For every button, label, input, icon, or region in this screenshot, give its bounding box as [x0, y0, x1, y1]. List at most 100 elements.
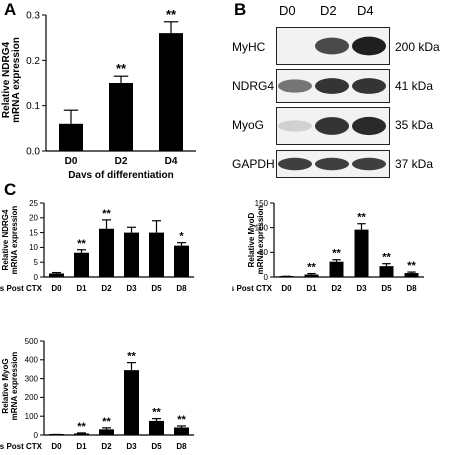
y-tick-label: 100 [255, 223, 269, 232]
significance-marker: ** [127, 351, 136, 363]
blot-band-d0 [278, 79, 312, 93]
y-tick-label: 0.2 [26, 56, 40, 67]
category-label: D5 [381, 284, 392, 293]
protein-label: MyHC [232, 40, 266, 54]
panel-label-b: B [234, 0, 247, 19]
bar-d0 [59, 123, 83, 151]
significance-marker: ** [177, 414, 186, 426]
bar-d0 [49, 273, 64, 277]
category-label: D1 [76, 442, 87, 451]
y-axis-label: mRNA expression [10, 352, 19, 421]
significance-marker: ** [102, 208, 111, 220]
category-label: D0 [51, 284, 62, 293]
bar-d3 [354, 229, 369, 277]
blot-strip [276, 69, 390, 103]
y-axis-label: Relative NDRG4 [1, 209, 10, 270]
blot-band-d0 [278, 120, 312, 132]
bar-d8 [404, 273, 419, 277]
bar-d1 [304, 274, 319, 277]
bar-d8 [174, 245, 189, 277]
kda-label: 200 kDa [395, 40, 440, 54]
bar-d2 [99, 228, 114, 277]
category-label: D2 [115, 156, 128, 167]
bar-d3 [124, 370, 139, 435]
protein-label: MyoG [232, 118, 265, 132]
y-tick-label: 0 [34, 431, 39, 440]
blot-bands [278, 78, 386, 94]
significance-marker: ** [152, 407, 161, 419]
category-label: D0 [51, 442, 62, 451]
blot-band-d2 [315, 78, 349, 94]
bar-d8 [174, 427, 189, 435]
significance-marker: ** [116, 61, 127, 76]
panel-label-c: C [4, 180, 17, 199]
x-axis-label: Days Post CTX [232, 284, 273, 293]
significance-marker: ** [307, 262, 316, 274]
blot-band-d4 [352, 36, 386, 56]
significance-marker: ** [382, 252, 391, 264]
bar-d2 [109, 83, 133, 151]
category-label: D1 [76, 284, 87, 293]
blot-band-d4 [352, 157, 386, 171]
blot-bands [278, 157, 386, 171]
significance-marker: ** [407, 260, 416, 272]
y-tick-label: 25 [29, 199, 38, 208]
y-tick-label: 100 [25, 412, 39, 421]
bar-d2 [99, 429, 114, 435]
y-tick-label: 0 [264, 273, 269, 282]
chart-c-ndrg4-ctx: 0 5 10 15 20 25 Relative NDRG4 mRNA expression D… [0, 199, 194, 293]
category-label: D3 [126, 284, 137, 293]
y-tick-label: 5 [34, 258, 39, 267]
blot-band-d2 [315, 157, 349, 171]
bar-d4 [159, 33, 183, 152]
category-label: D5 [151, 284, 162, 293]
bar-d5 [149, 232, 164, 277]
y-tick-label: 400 [25, 356, 39, 365]
category-label: D0 [281, 284, 292, 293]
blot-band-d2 [315, 37, 349, 55]
category-label: D8 [406, 284, 417, 293]
significance-marker: ** [77, 238, 86, 250]
significance-marker: ** [357, 212, 366, 224]
y-tick-label: 0.3 [26, 11, 40, 22]
y-axis-label: mRNA expression [10, 206, 19, 275]
category-label: D2 [101, 284, 112, 293]
lane-header-d2: D2 [320, 3, 337, 18]
category-label: D2 [331, 284, 342, 293]
x-axis-label: Days Post CTX [0, 442, 43, 451]
y-axis-label: mRNA expression [11, 37, 22, 123]
x-axis-label: Days of differentiation [68, 170, 174, 178]
bar-d3 [124, 232, 139, 277]
protein-label: NDRG4 [232, 79, 275, 93]
category-label: D3 [356, 284, 367, 293]
blot-band-d0 [278, 157, 312, 171]
y-tick-label: 0 [34, 273, 39, 282]
blot-band-d4 [352, 78, 386, 94]
chart-c-myod-ctx: 0 50 100 150 Relative MyoD mRNA expression D0 *… [232, 199, 424, 293]
lane-header-d4: D4 [357, 3, 374, 18]
kda-label: 35 kDa [395, 118, 434, 132]
chart-a-ndrg4-differentiation: 0.0 0.1 0.2 0.3 Relative NDRG4 mRNA expressio… [1, 7, 196, 178]
category-label: D0 [65, 156, 78, 167]
bar-d1 [74, 433, 89, 435]
category-label: D8 [176, 284, 187, 293]
blot-band-d4 [352, 116, 386, 136]
bar-d2 [329, 261, 344, 277]
y-tick-label: 20 [29, 214, 38, 223]
category-label: D4 [165, 156, 178, 167]
blot-band-d2 [315, 117, 349, 135]
category-label: D5 [151, 442, 162, 451]
panel-label-a: A [4, 0, 17, 19]
category-label: D2 [101, 442, 112, 451]
significance-marker: * [179, 231, 184, 243]
bar-d1 [74, 252, 89, 277]
y-axis-label: mRNA expression [256, 206, 265, 275]
category-label: D3 [126, 442, 137, 451]
blot-strip [276, 150, 390, 178]
blot-strip [276, 27, 390, 65]
kda-label: 37 kDa [395, 157, 434, 171]
category-label: D1 [306, 284, 317, 293]
protein-label: GAPDH [232, 157, 275, 171]
blot-bands [278, 116, 386, 136]
significance-marker: ** [166, 7, 177, 22]
